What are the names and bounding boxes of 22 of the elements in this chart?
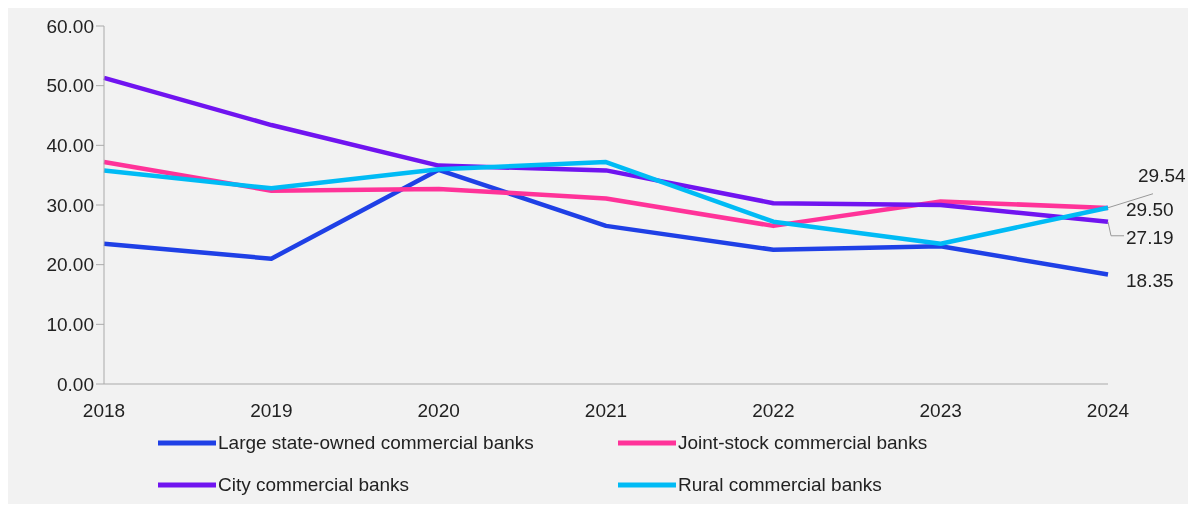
y-tick-label: 10.00: [46, 314, 94, 336]
y-tick-label: 50.00: [46, 75, 94, 97]
x-tick-label: 2020: [417, 400, 460, 422]
legend-label: Rural commercial banks: [678, 474, 882, 496]
legend-label: Joint-stock commercial banks: [678, 432, 928, 454]
y-tick-label: 40.00: [46, 135, 94, 157]
x-tick-label: 2022: [752, 400, 795, 422]
y-tick-label: 0.00: [57, 373, 94, 395]
data-label: 27.19: [1126, 226, 1174, 248]
x-tick-label: 2024: [1086, 400, 1130, 422]
x-tick-label: 2018: [82, 400, 126, 422]
y-tick-label: 60.00: [46, 15, 94, 37]
legend-label: Large state-owned commercial banks: [218, 432, 534, 454]
x-tick-label: 2019: [250, 400, 293, 422]
data-label: 18.35: [1126, 269, 1174, 291]
x-tick-label: 2023: [919, 400, 962, 422]
y-tick-label: 20.00: [46, 254, 94, 276]
y-tick-label: 30.00: [46, 194, 94, 216]
data-label: 29.50: [1126, 198, 1174, 220]
data-label: 29.54: [1138, 164, 1186, 186]
x-tick-label: 2021: [584, 400, 628, 422]
legend-label: City commercial banks: [218, 474, 410, 496]
